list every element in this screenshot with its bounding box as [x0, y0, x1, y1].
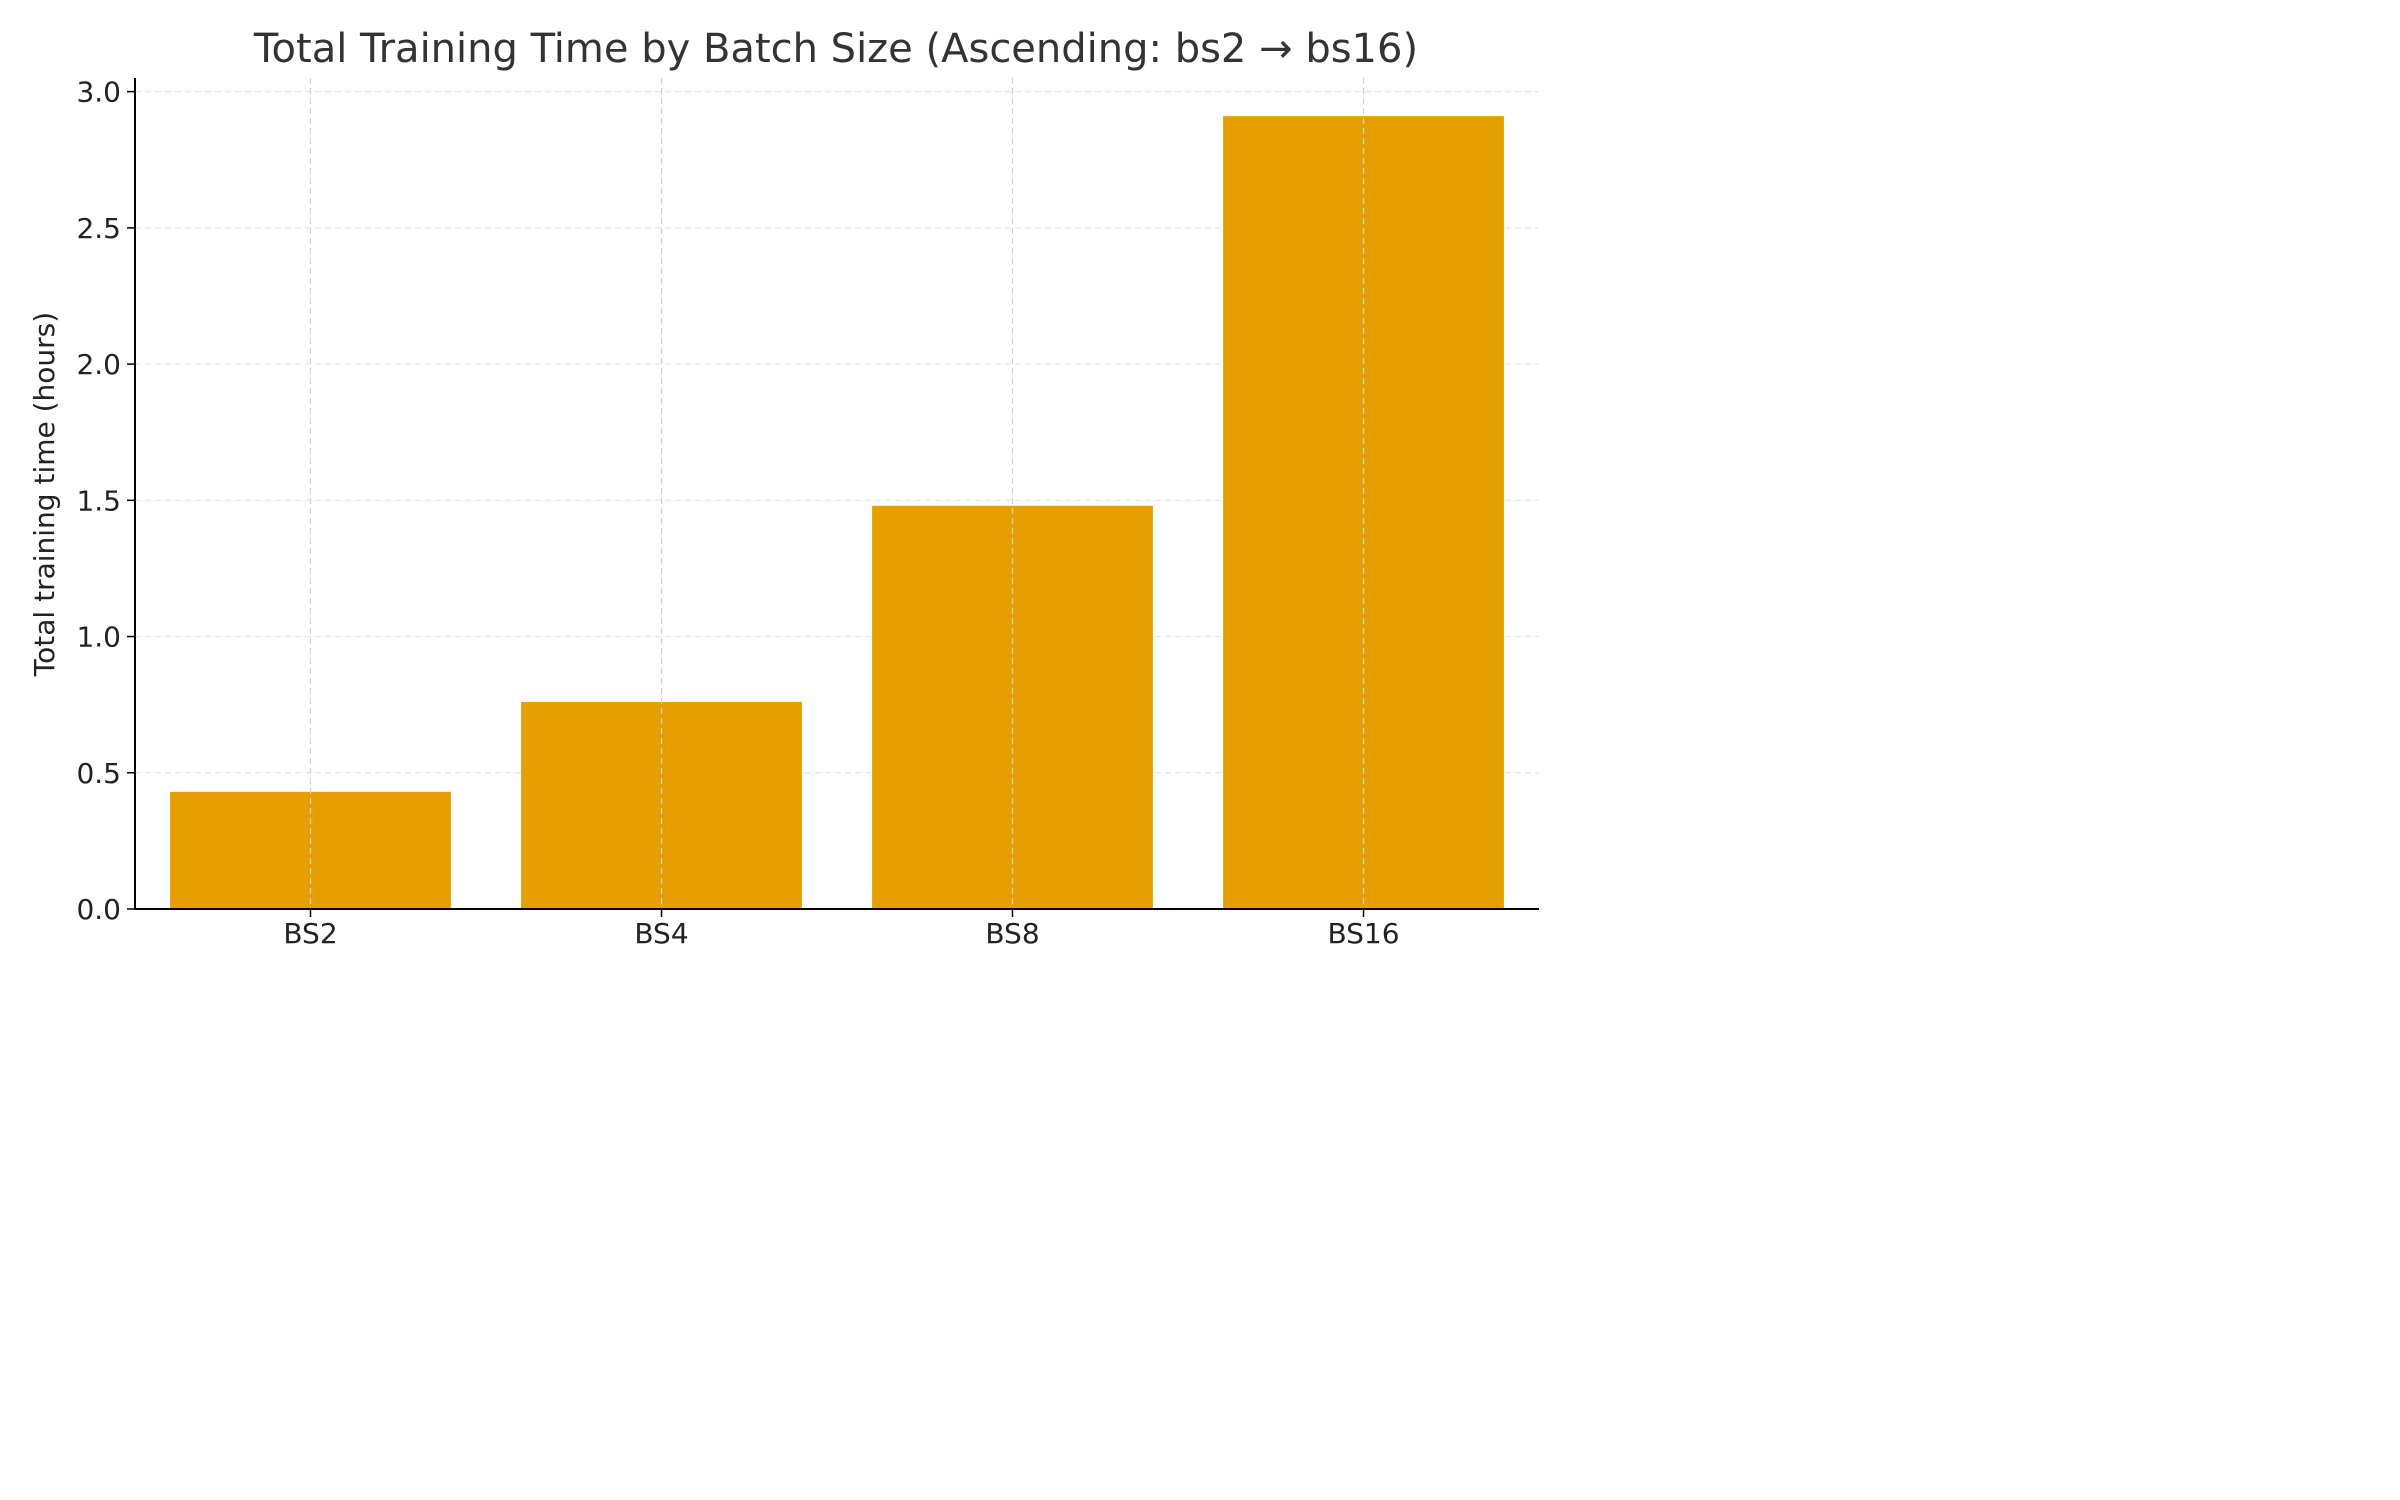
bar-chart: Total Training Time by Batch Size (Ascen…	[28, 26, 1539, 950]
y-tick-label: 2.0	[76, 348, 121, 381]
x-tick-label: BS4	[634, 917, 688, 950]
x-tick-label: BS2	[283, 917, 337, 950]
x-tick-label: BS8	[985, 917, 1039, 950]
y-axis-label: Total training time (hours)	[28, 312, 61, 677]
y-tick-label: 1.5	[76, 484, 121, 517]
chart-title: Total Training Time by Batch Size (Ascen…	[253, 26, 1418, 72]
axis-ticks: 0.0 0.5 1.0 1.5 2.0 2.5 3.0 BS2 BS4 BS8 BS16	[76, 76, 1399, 950]
vertical-grid-lines	[309, 78, 1365, 909]
y-tick-label: 1.0	[76, 621, 121, 654]
bars	[170, 116, 1504, 909]
bar-bs4	[521, 701, 802, 909]
y-tick-label: 2.5	[76, 212, 121, 245]
y-tick-label: 0.0	[76, 893, 121, 926]
y-tick-label: 3.0	[76, 76, 121, 109]
y-tick-label: 0.5	[76, 757, 121, 790]
x-tick-label: BS16	[1327, 917, 1399, 950]
